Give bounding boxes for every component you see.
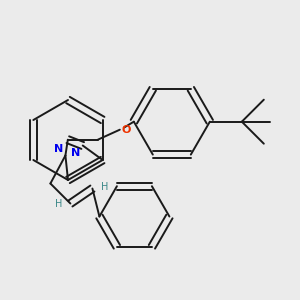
Text: N: N <box>54 143 63 154</box>
Text: H: H <box>55 199 62 208</box>
Text: H: H <box>101 182 108 191</box>
Text: N: N <box>71 148 81 158</box>
Text: O: O <box>122 125 131 135</box>
